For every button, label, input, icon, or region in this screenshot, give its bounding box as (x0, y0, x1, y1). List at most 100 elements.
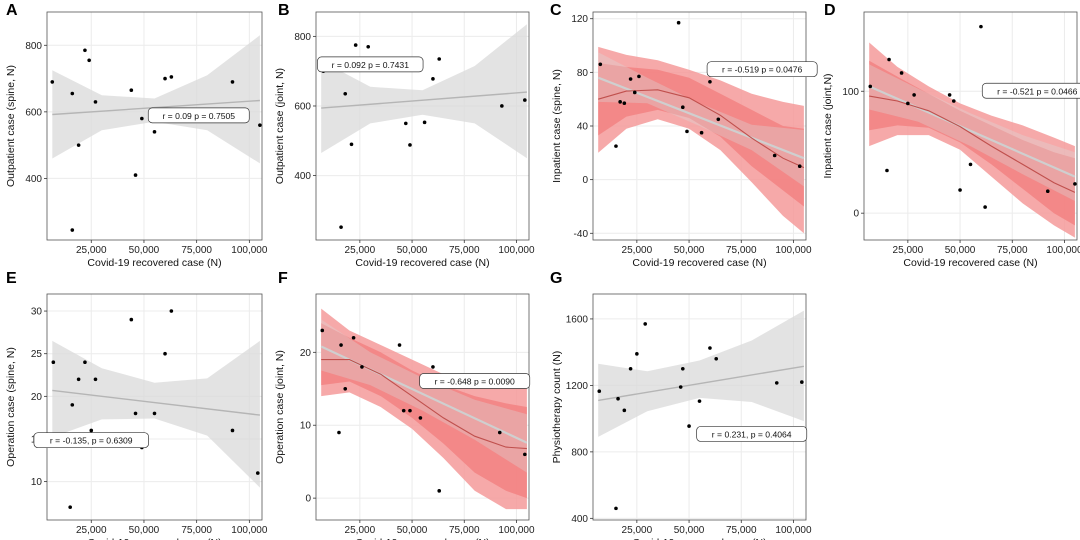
smooth-fit-line (321, 359, 527, 450)
x-axis-title: Covid-19 recovered case (N) (903, 257, 1037, 269)
data-point (89, 428, 94, 433)
data-point (614, 506, 618, 511)
data-point (951, 99, 956, 103)
x-tick-label: 50,000 (129, 245, 160, 256)
data-point (152, 130, 157, 134)
panel-letter: C (550, 2, 562, 19)
data-point (635, 352, 639, 356)
annotation-box (706, 61, 818, 78)
panel-letter: E (6, 270, 17, 287)
x-tick-label: 100,000 (498, 525, 535, 536)
axes: 25,000 50,000 75,000 100,000 -40 0 40 80 120 (571, 14, 812, 256)
x-tick-label: 25,000 (76, 525, 107, 536)
data-point (366, 45, 371, 49)
annotation-text: r = -0.648 p = 0.0090 (435, 376, 515, 386)
data-point (343, 92, 348, 96)
linear-fit-line (52, 389, 260, 416)
x-tick-label: 25,000 (622, 245, 653, 256)
data-point (947, 93, 952, 97)
x-tick-label: 25,000 (893, 245, 924, 256)
annotation-box (33, 432, 149, 449)
plot-area (321, 24, 527, 229)
panel-b: 25,000 50,000 75,000 100,000 400 600 800 Covid-… (274, 2, 535, 269)
y-tick-label: 100 (842, 87, 859, 98)
y-tick-label: 40 (577, 122, 589, 133)
panel-letter: A (6, 2, 18, 19)
data-point (774, 381, 779, 385)
data-points (320, 328, 527, 493)
data-point (643, 322, 648, 326)
panel-letter: B (278, 2, 290, 19)
panel-a: 25,000 50,000 75,000 100,000 400 600 800 Covid-… (5, 2, 268, 269)
y-tick-label: 1600 (566, 314, 589, 325)
smooth-confidence-band-inner (321, 323, 527, 499)
data-point (68, 505, 72, 510)
data-point (152, 411, 157, 416)
data-point (676, 20, 681, 25)
y-tick-label: 600 (25, 107, 42, 118)
y-tick-label: -40 (574, 229, 589, 240)
x-tick-label: 50,000 (945, 245, 976, 256)
y-tick-label: 20 (31, 392, 43, 403)
data-point (140, 116, 144, 121)
data-point (597, 389, 602, 394)
data-point (83, 48, 87, 53)
data-point (500, 104, 504, 108)
data-point (800, 380, 804, 384)
plot-area (320, 308, 528, 510)
data-points (598, 20, 802, 169)
y-axis-title: Inpatient case (spine, N) (551, 69, 563, 183)
annotation-text: r = 0.231, p = 0.4064 (712, 429, 792, 439)
data-point (87, 58, 91, 63)
x-tick-label: 100,000 (231, 525, 268, 536)
y-axis-title: Physiotherapy count (N) (551, 351, 563, 464)
x-axis-title: Covid-19 recovered case (N) (632, 537, 766, 540)
data-point (868, 84, 873, 89)
annotation-box (419, 373, 531, 389)
data-point (51, 360, 56, 365)
data-point (618, 100, 622, 104)
y-axis-title: Inpatient case (joint,N) (822, 73, 834, 178)
linear-confidence-band (321, 319, 527, 473)
x-tick-label: 50,000 (129, 525, 160, 536)
panel-f: 25,000 50,000 75,000 100,000 0 10 20 Covid-19 r… (274, 270, 535, 540)
linear-confidence-band (598, 52, 804, 187)
data-point (632, 90, 637, 95)
data-point (887, 57, 891, 62)
data-point (408, 408, 412, 413)
data-point (979, 24, 983, 29)
confidence-band (321, 24, 527, 159)
data-point (708, 79, 712, 84)
x-tick-label: 100,000 (231, 245, 268, 256)
annotation-text: r = -0.521 p = 0.0466 (997, 86, 1077, 96)
y-tick-label: 20 (300, 348, 312, 359)
data-point (129, 317, 134, 322)
y-axis-title: Operation case (joint, N) (274, 350, 286, 464)
data-point (616, 396, 620, 401)
annotation-box (317, 56, 424, 73)
data-point (431, 365, 435, 369)
data-point (983, 205, 987, 209)
data-point (637, 74, 641, 79)
axes: 25,000 50,000 75,000 100,000 400 800 1200 1600 (566, 314, 812, 536)
axes: 25,000 50,000 75,000 100,000 0 10 20 (300, 348, 535, 536)
x-axis-title: Covid-19 recovered case (N) (355, 537, 489, 540)
x-tick-label: 100,000 (1046, 245, 1080, 256)
y-tick-label: 0 (305, 494, 311, 505)
data-point (408, 143, 412, 147)
annotation-text: r = 0.09 p = 0.7505 (162, 111, 235, 121)
linear-fit-line (321, 91, 527, 109)
smooth-fit-line (598, 89, 805, 169)
data-point (343, 386, 348, 391)
data-point (680, 105, 685, 110)
data-point (437, 489, 442, 493)
data-point (70, 91, 75, 96)
panel-border (46, 11, 263, 241)
data-point (772, 153, 777, 158)
x-tick-label: 25,000 (76, 245, 107, 256)
x-axis-title: Covid-19 recovered case (N) (87, 257, 221, 269)
data-point (397, 343, 402, 347)
y-tick-label: 25 (31, 349, 43, 360)
panel-letter: G (550, 270, 562, 287)
